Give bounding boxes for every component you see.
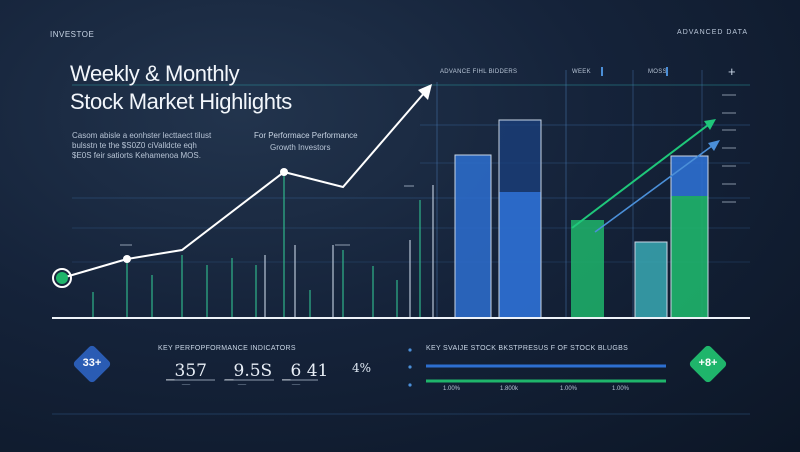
kpi-section-title: KEY PERFOPFORMANCE INDICATORS (158, 345, 296, 352)
subheading-line-1: For Performace Performance (254, 131, 358, 140)
bar-3 (571, 220, 604, 318)
bar-5 (671, 196, 708, 318)
kpi-value-1: _357 (166, 361, 207, 381)
stock-tick-4: 1.00% (612, 386, 630, 392)
stock-badge-text: +8+ (698, 357, 718, 369)
bar-2 (499, 192, 541, 318)
stock-section-title: KEY SVAIJE STOCK BKSTPRESUS F OF STOCK B… (426, 345, 629, 352)
description-line-1: Casom abisle a eonhster lecttaect tilust (72, 131, 212, 140)
trend-start-point (56, 272, 68, 284)
bullet-dot (408, 348, 412, 352)
stem-group (92, 172, 421, 318)
brand-logo-text: INVESTOE (50, 30, 95, 39)
stock-tick-1: 1.00% (443, 386, 461, 392)
bar-4 (635, 242, 667, 318)
green-arrowhead (704, 119, 716, 130)
stock-tick-2: 1.800k (500, 386, 519, 392)
blue-arrowhead (708, 140, 720, 151)
price-trend-line (61, 91, 426, 279)
kpi-diamond-left (73, 345, 111, 383)
title-line-2: Stock Market Highlights (70, 89, 292, 114)
kpi-value-2: _9.5S (225, 361, 273, 381)
description-line-3: $E0S feir satiorts Kehamenoa MOS. (72, 151, 201, 160)
green-trend-line (571, 121, 713, 229)
stock-tick-3: 1.00% (560, 386, 578, 392)
page-title: Weekly & Monthly Stock Market Highlights (70, 60, 292, 116)
trend-point (123, 255, 131, 263)
trend-start-ring (52, 268, 72, 288)
bullet-dot (408, 365, 412, 369)
blue-trend-line (594, 142, 717, 233)
trend-point (280, 168, 288, 176)
description-text: Casom abisle a eonhster lecttaect tilust… (72, 131, 211, 161)
chart-header-title: ADVANCE FIHL BIDDERS (440, 69, 518, 75)
kpi-percent: 4% (352, 361, 372, 375)
right-axis-ticks (722, 94, 736, 203)
kpi-sub-1: ‾‾‾‾ (182, 385, 190, 391)
tab-week-indicator (601, 67, 603, 76)
kpi-sub-2: ‾‾‾‾ (238, 385, 246, 391)
kpi-badge-text: 33+ (82, 357, 102, 369)
tab-moss-indicator (666, 67, 668, 76)
kpi-value-3: _6 41 (282, 361, 329, 381)
tab-moss[interactable]: MOSS (648, 69, 667, 75)
stock-diamond-right (689, 345, 727, 383)
subheading-line-2: Growth Investors (270, 143, 331, 152)
stem-group-light (264, 185, 434, 318)
price-arrowhead (418, 84, 432, 100)
add-icon[interactable]: + (728, 64, 736, 79)
tab-week[interactable]: WEEK (572, 69, 591, 75)
kpi-sub-3: ‾‾‾‾ (292, 385, 300, 391)
description-line-2: bulsstn te the $S0Z0 ciValldcte eqh (72, 141, 197, 150)
bar-1 (455, 155, 491, 318)
bullet-dot (408, 383, 412, 387)
small-dashes (120, 185, 414, 246)
advanced-data-badge: ADVANCED DATA (677, 29, 748, 36)
title-line-1: Weekly & Monthly (70, 61, 240, 86)
